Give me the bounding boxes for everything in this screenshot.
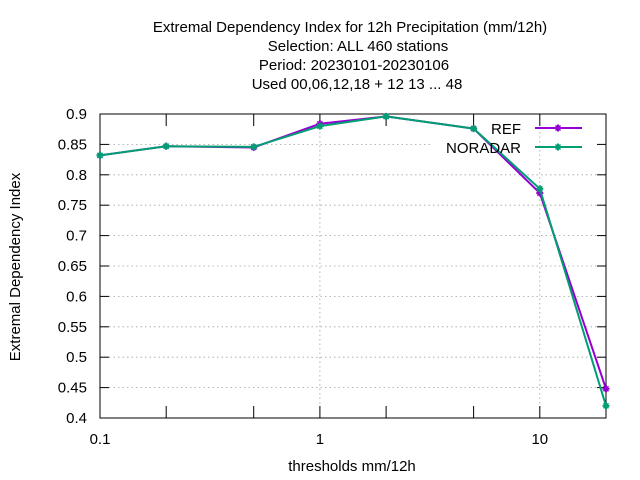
y-axis-label: Extremal Dependency Index	[7, 172, 24, 361]
y-tick-label: 0.9	[66, 106, 87, 123]
title-line-2: Selection: ALL 460 stations	[268, 38, 448, 55]
x-tick-label: 0.1	[90, 431, 111, 448]
plot-frame	[99, 113, 607, 419]
legend: REF NORADAR	[446, 121, 582, 157]
marker-d2	[316, 123, 323, 130]
series-layer	[96, 112, 610, 410]
data-point-noradar	[96, 151, 104, 159]
x-tick-label: 1	[316, 431, 324, 448]
marker-d2	[602, 402, 610, 409]
data-point-noradar	[250, 143, 258, 151]
marker-d2	[383, 113, 390, 120]
legend-label-ref: REF	[491, 121, 521, 138]
marker-d2	[536, 185, 543, 192]
grid-lines	[100, 114, 606, 418]
data-point-noradar	[536, 185, 544, 193]
data-point-noradar	[382, 112, 390, 120]
marker-d2	[602, 385, 610, 392]
legend-label-noradar: NORADAR	[446, 140, 521, 157]
chart-title: Extremal Dependency Index for 12h Precip…	[153, 19, 547, 93]
marker-d2	[96, 152, 104, 159]
marker-d2	[554, 143, 562, 151]
y-tick-label: 0.5	[66, 349, 87, 366]
y-tick-label: 0.8	[66, 167, 87, 184]
data-point-noradar	[316, 122, 324, 130]
legend-marker-ref	[554, 124, 562, 132]
data-point-noradar	[602, 402, 610, 410]
x-axis-label: thresholds mm/12h	[288, 458, 416, 475]
data-point-noradar	[162, 142, 170, 150]
title-line-3: Period: 20230101-20230106	[259, 57, 449, 74]
series-line-ref	[99, 115, 607, 390]
marker-d2	[250, 143, 257, 150]
y-tick-label: 0.7	[66, 228, 87, 245]
y-tick-label: 0.45	[58, 380, 87, 397]
y-tick-label: 0.75	[58, 197, 87, 214]
series-noradar	[96, 112, 610, 410]
title-line-1: Extremal Dependency Index for 12h Precip…	[153, 19, 547, 36]
x-tick-label: 10	[531, 431, 548, 448]
series-line-noradar	[99, 115, 607, 407]
legend-marker-noradar	[554, 143, 562, 151]
series-ref	[96, 112, 610, 393]
y-tick-label: 0.85	[58, 136, 87, 153]
marker-d2	[470, 125, 477, 132]
data-point-ref	[602, 385, 610, 393]
y-tick-label: 0.6	[66, 288, 87, 305]
marker-d2	[554, 124, 562, 132]
y-tick-label: 0.4	[66, 410, 87, 427]
y-tick-label: 0.55	[58, 319, 87, 336]
data-point-noradar	[470, 125, 478, 133]
marker-d2	[163, 143, 170, 150]
title-line-4: Used 00,06,12,18 + 12 13 ... 48	[252, 76, 463, 93]
y-tick-label: 0.65	[58, 258, 87, 275]
axis-tick-labels: 0.4 0.45 0.5 0.55 0.6 0.65 0.7 0.75 0.8 0.85 0.9 0.…	[58, 106, 548, 448]
